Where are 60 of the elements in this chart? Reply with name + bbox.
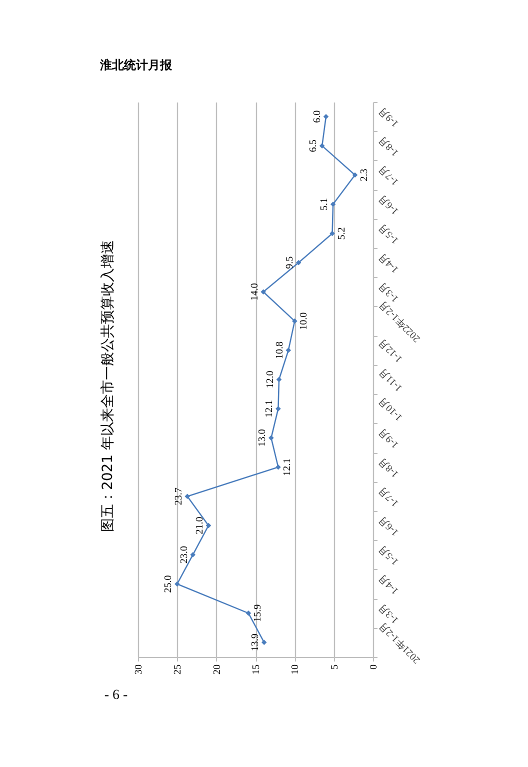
point bbox=[286, 348, 292, 353]
data-label: 6.0 bbox=[312, 110, 323, 123]
data-label: 12.1 bbox=[282, 458, 294, 476]
point bbox=[323, 114, 329, 120]
x-tick-label: 5 bbox=[329, 664, 340, 670]
point bbox=[296, 260, 302, 266]
y-tick-label: 1-5月 bbox=[376, 221, 401, 246]
data-label: 15.9 bbox=[252, 604, 264, 622]
y-tick-label: 1-9月 bbox=[376, 426, 401, 450]
x-tick-label: 15 bbox=[251, 664, 262, 674]
data-label: 6.5 bbox=[308, 140, 320, 152]
data-label: 5.1 bbox=[319, 198, 330, 210]
y-tick-label: 1-12月 bbox=[376, 336, 405, 364]
data-label: 5.2 bbox=[336, 227, 348, 240]
data-label: 9.5 bbox=[284, 256, 296, 269]
text: - 6 - bbox=[104, 688, 128, 703]
y-tick-label: 1-9月 bbox=[376, 104, 401, 129]
x-tick-label: 10 bbox=[290, 664, 302, 674]
y-tick-label: 1-4月 bbox=[376, 572, 401, 596]
data-label: 23.7 bbox=[173, 488, 184, 506]
data-label: 23.0 bbox=[178, 546, 190, 564]
point bbox=[268, 435, 274, 441]
y-tick-label: 1-8月 bbox=[376, 134, 401, 158]
data-label: 14.0 bbox=[249, 283, 260, 301]
point bbox=[246, 610, 252, 616]
point bbox=[206, 522, 212, 528]
y-tick-label: 1-8月 bbox=[376, 455, 401, 480]
point bbox=[261, 640, 267, 646]
point bbox=[276, 406, 281, 412]
x-tick-label: 25 bbox=[172, 664, 184, 674]
data-label: 10.0 bbox=[298, 312, 310, 330]
data-label: 25.0 bbox=[163, 575, 174, 593]
y-tick-label: 1-6月 bbox=[376, 192, 401, 217]
point bbox=[190, 552, 196, 558]
point bbox=[276, 464, 281, 470]
data-label: 12.1 bbox=[264, 400, 276, 418]
y-tick-label: 1-7月 bbox=[376, 484, 401, 509]
point bbox=[352, 172, 358, 178]
data-label: 13.9 bbox=[250, 634, 262, 652]
text: 淮北统计月报 bbox=[99, 58, 173, 72]
text: 图五：2021 年以来全市一般公共预算收入增速 bbox=[100, 240, 116, 532]
y-tick-label: 1-7月 bbox=[376, 163, 401, 188]
data-label: 21.0 bbox=[194, 516, 206, 534]
x-tick-label: 0 bbox=[368, 664, 380, 670]
point bbox=[292, 318, 298, 324]
x-tick-label: 30 bbox=[134, 664, 144, 674]
point bbox=[319, 143, 325, 148]
data-label: 2.3 bbox=[358, 168, 370, 182]
y-tick-label: 1-4月 bbox=[376, 250, 401, 275]
y-tick-label: 1-6月 bbox=[376, 514, 401, 538]
data-label: 13.0 bbox=[257, 429, 268, 447]
point bbox=[174, 581, 180, 587]
y-tick-label: 1-10月 bbox=[376, 394, 405, 423]
point bbox=[260, 289, 266, 295]
x-tick-label: 20 bbox=[212, 664, 223, 674]
point bbox=[184, 494, 190, 499]
y-tick-label: 1-5月 bbox=[376, 542, 401, 568]
data-label: 12.0 bbox=[265, 370, 276, 388]
data-label: 10.8 bbox=[274, 342, 286, 360]
y-tick-label: 1-11月 bbox=[377, 366, 405, 394]
